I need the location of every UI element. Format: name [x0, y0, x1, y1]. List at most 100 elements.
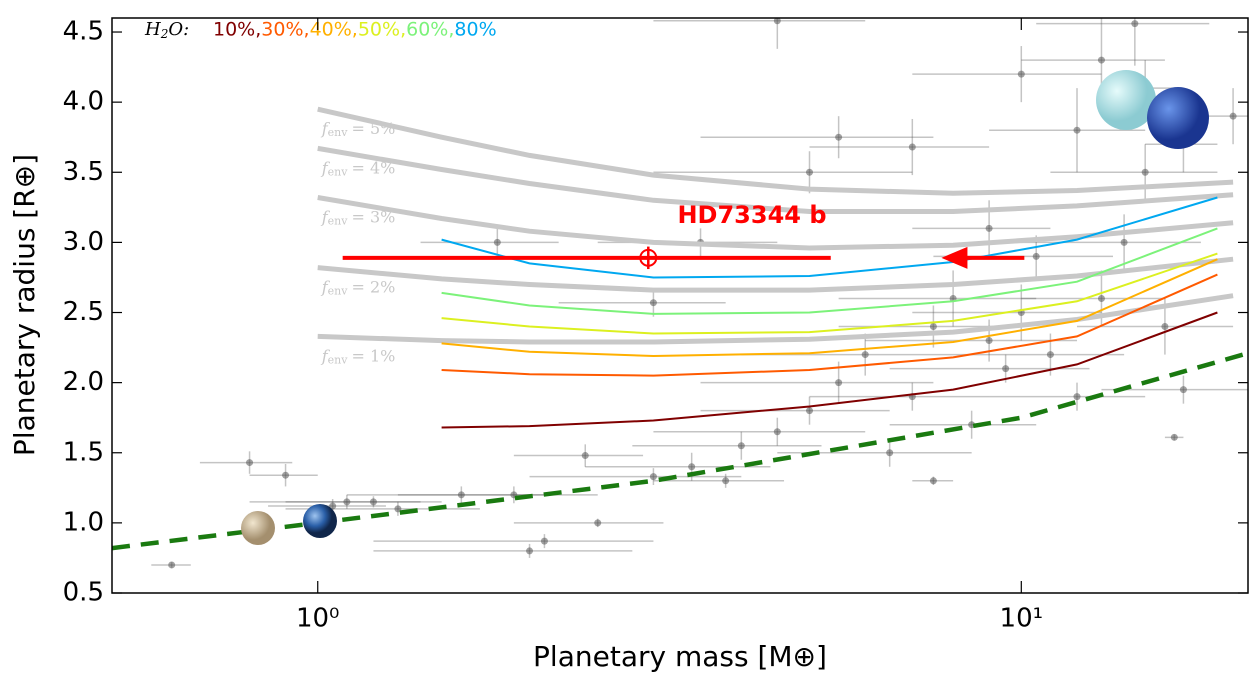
observed-point	[369, 498, 377, 506]
envelope-label-sub: env	[328, 126, 349, 139]
water-curve	[441, 258, 1218, 358]
y-tick-label: 3.0	[63, 227, 104, 257]
plot-area	[112, 18, 1248, 569]
observed-point	[773, 428, 781, 436]
observed-point	[649, 473, 657, 481]
x-tick-label: 10¹	[1000, 604, 1044, 634]
observed-point	[1032, 252, 1040, 260]
legend: 10%, 30%, 40%, 50%, 60%, 80%	[213, 19, 497, 41]
observed-point	[329, 502, 337, 510]
legend-entry: 10%,	[213, 19, 261, 41]
envelope-curve	[317, 293, 1234, 345]
observed-point	[1131, 20, 1139, 28]
water-curve	[441, 227, 1218, 315]
legend-title-sub: 2	[160, 27, 169, 41]
y-tick-label: 0.5	[63, 578, 104, 608]
legend-entry: 80%	[454, 19, 496, 41]
observed-point	[1073, 126, 1081, 134]
observed-point	[1141, 168, 1149, 176]
neptune-icon	[1147, 87, 1209, 149]
envelope-label-symbol: f	[321, 277, 331, 296]
observed-point	[773, 18, 781, 25]
observed-point	[1097, 294, 1105, 302]
observed-point	[1002, 365, 1010, 373]
y-axis-label: Planetary radius [R⊕]	[8, 154, 41, 456]
uranus-icon	[1096, 70, 1156, 130]
legend-title-symbol: H	[144, 19, 161, 40]
observed-point	[1179, 386, 1187, 394]
envelope-label-value: = 4%	[351, 158, 395, 177]
observed-point	[1161, 323, 1169, 331]
earth-icon	[303, 504, 337, 538]
y-tick-label: 4.5	[63, 17, 104, 47]
observed-point	[1229, 112, 1237, 120]
observed-point	[1046, 351, 1054, 359]
y-tick-label: 2.5	[63, 297, 104, 327]
envelope-label: fenv = 2%	[321, 277, 396, 298]
observed-point	[806, 407, 814, 415]
envelope-label-sub: env	[328, 285, 349, 298]
water-curve	[441, 196, 1218, 279]
observed-point	[908, 143, 916, 151]
y-tick-label: 3.5	[63, 157, 104, 187]
observed-point	[282, 471, 290, 479]
observed-point	[246, 459, 254, 467]
observed-point	[526, 547, 534, 555]
envelope-label: fenv = 5%	[321, 119, 396, 140]
y-tick-label: 2.0	[63, 367, 104, 397]
observed-point	[1097, 56, 1105, 64]
envelope-label-sub: env	[328, 353, 349, 366]
planet-icons	[241, 70, 1209, 545]
observed-point	[835, 379, 843, 387]
observed-point	[1017, 70, 1025, 78]
x-axis-label: Planetary mass [M⊕]	[533, 640, 827, 673]
y-tick-label: 1.0	[63, 507, 104, 537]
envelope-label-value: = 5%	[351, 119, 395, 138]
envelope-label-sub: env	[328, 215, 349, 228]
observed-point	[594, 519, 602, 527]
envelope-curve	[317, 106, 1234, 196]
observed-point	[168, 561, 176, 569]
axes-frame	[111, 17, 1249, 594]
observed-point	[835, 133, 843, 141]
envelope-label: fenv = 4%	[321, 158, 396, 179]
legend-title: H2O:	[144, 19, 189, 41]
highlight-label: HD73344 b	[677, 201, 826, 229]
observed-point	[861, 351, 869, 359]
envelope-label: fenv = 3%	[321, 207, 396, 228]
legend-entry: 30%,	[261, 19, 309, 41]
envelope-label: fenv = 1%	[321, 346, 396, 367]
observed-point	[722, 477, 730, 485]
rocky-relation	[112, 351, 1248, 551]
envelope-label-symbol: f	[321, 158, 331, 177]
y-tick-label: 4.0	[63, 87, 104, 117]
observed-point	[985, 224, 993, 232]
observed-point	[985, 337, 993, 345]
observed-point	[581, 452, 589, 460]
legend-entry: 50%,	[358, 19, 406, 41]
legend-entry: 60%,	[406, 19, 454, 41]
observed-point	[343, 498, 351, 506]
water-curve	[441, 311, 1218, 429]
observed-point	[688, 463, 696, 471]
venus-icon	[241, 511, 275, 545]
envelope-label-value: = 3%	[351, 207, 395, 226]
observed-point	[1120, 238, 1128, 246]
water-curve	[441, 273, 1218, 377]
observed-point	[886, 449, 894, 457]
observed-point	[540, 537, 548, 545]
observed-point	[1170, 433, 1178, 441]
x-tick-label: 10⁰	[296, 604, 340, 634]
envelope-label-symbol: f	[321, 207, 331, 226]
observed-point	[649, 299, 657, 307]
water-curve	[441, 252, 1218, 335]
envelope-label-symbol: f	[321, 346, 331, 365]
envelope-label-sub: env	[328, 165, 349, 178]
legend-entry: 40%,	[310, 19, 358, 41]
envelope-curve	[317, 256, 1234, 293]
observed-point	[457, 491, 465, 499]
observed-point	[1073, 393, 1081, 401]
envelope-curve	[317, 145, 1234, 214]
observed-point	[806, 168, 814, 176]
observed-point	[929, 477, 937, 485]
